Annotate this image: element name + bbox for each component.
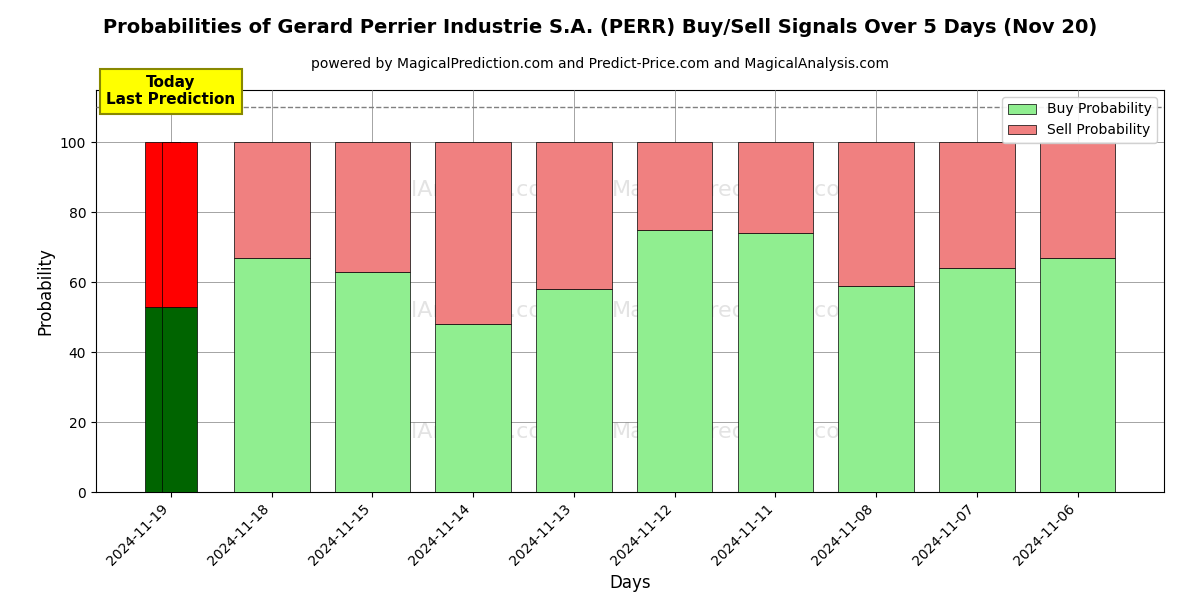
Text: MagicalAnalysis.com: MagicalAnalysis.com [332,181,564,200]
Bar [536,289,612,492]
Text: Probabilities of Gerard Perrier Industrie S.A. (PERR) Buy/Sell Signals Over 5 Da: Probabilities of Gerard Perrier Industri… [103,18,1097,37]
Bar [536,142,612,289]
Bar [839,142,914,286]
X-axis label: Days: Days [610,574,650,592]
Bar [738,142,814,233]
Text: MagicalPrediction.com: MagicalPrediction.com [612,422,862,442]
Bar [1040,142,1116,258]
Bar [738,233,814,492]
Bar [940,142,1015,268]
Bar [335,272,410,492]
Bar [144,307,180,492]
Text: MagicalPrediction.com: MagicalPrediction.com [612,181,862,200]
Bar [144,142,180,307]
Legend: Buy Probability, Sell Probability: Buy Probability, Sell Probability [1002,97,1157,143]
Bar [637,230,713,492]
Bar [1040,258,1116,492]
Bar [940,268,1015,492]
Bar [234,142,310,258]
Bar [436,324,511,492]
Text: MagicalAnalysis.com: MagicalAnalysis.com [332,422,564,442]
Y-axis label: Probability: Probability [36,247,54,335]
Bar [637,142,713,230]
Bar [162,142,198,307]
Text: Today
Last Prediction: Today Last Prediction [107,75,235,107]
Bar [335,142,410,272]
Text: MagicalPrediction.com: MagicalPrediction.com [612,301,862,321]
Bar [162,307,198,492]
Bar [839,286,914,492]
Text: MagicalAnalysis.com: MagicalAnalysis.com [332,301,564,321]
Bar [436,142,511,324]
Text: powered by MagicalPrediction.com and Predict-Price.com and MagicalAnalysis.com: powered by MagicalPrediction.com and Pre… [311,57,889,71]
Bar [234,258,310,492]
